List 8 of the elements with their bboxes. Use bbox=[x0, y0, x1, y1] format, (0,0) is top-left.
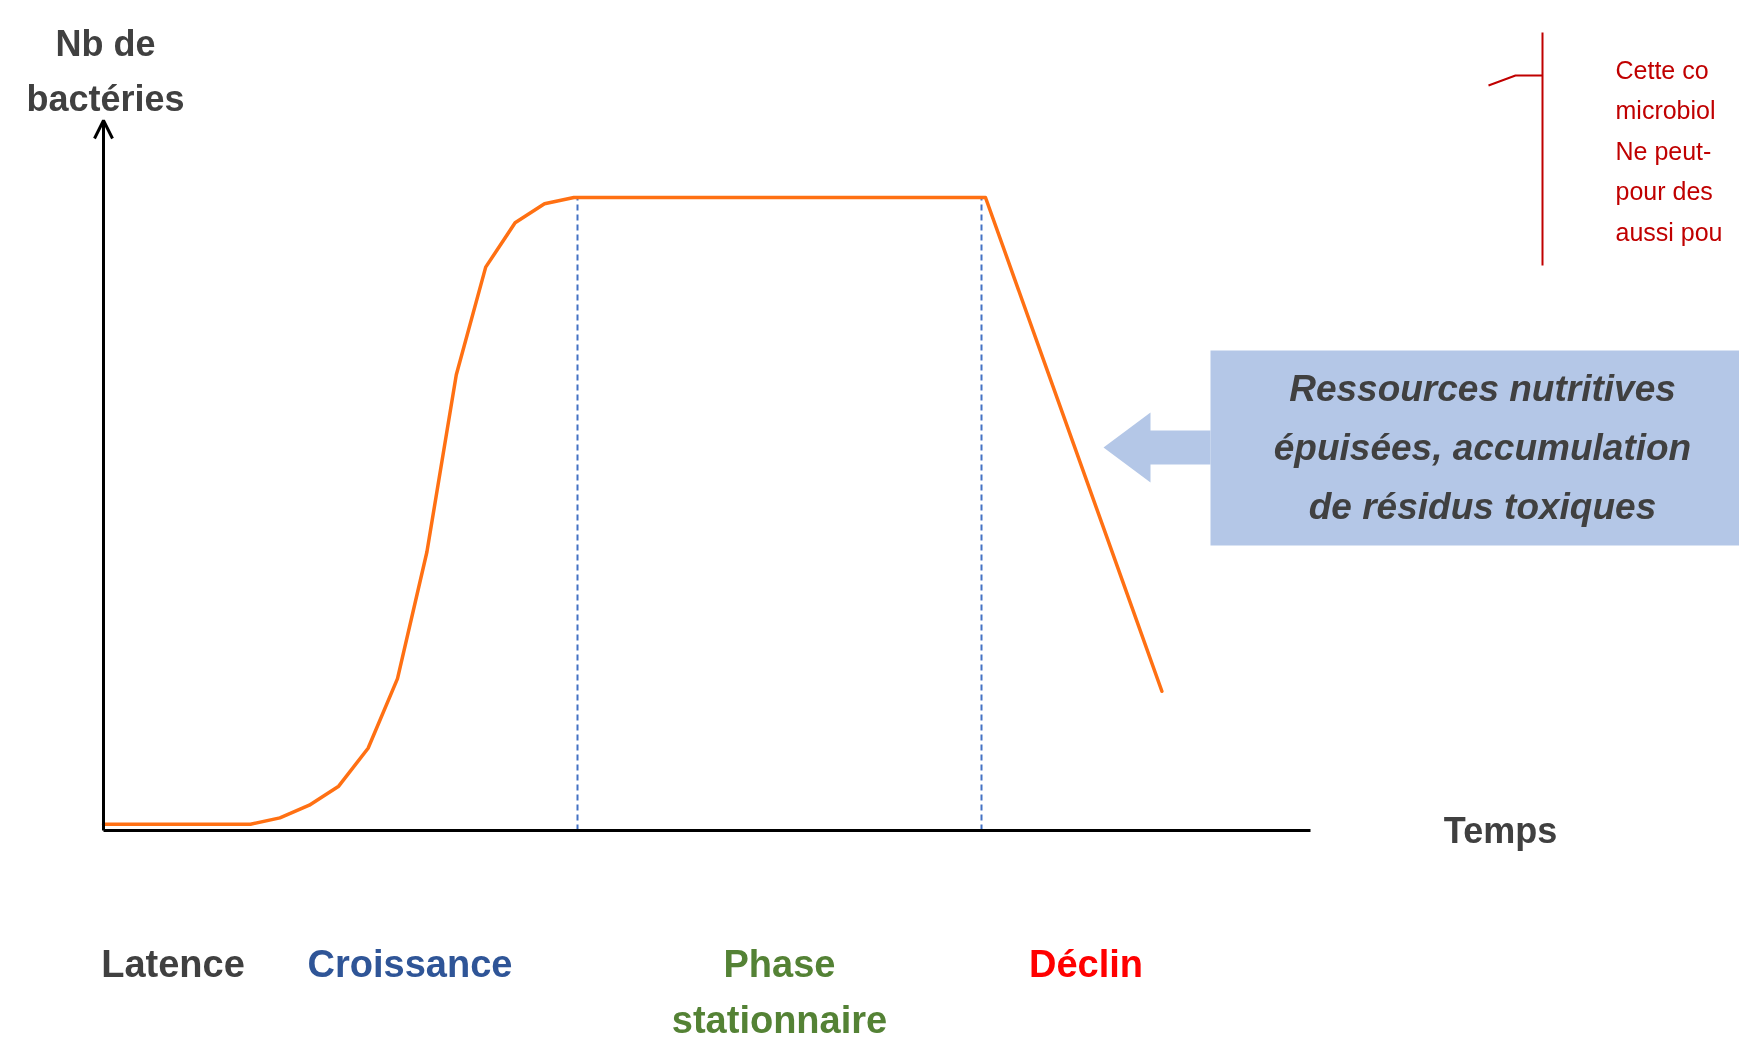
text: Latence bbox=[101, 942, 245, 985]
y-axis-title: Nb de bactéries bbox=[26, 22, 185, 119]
text: Phase stationnaire bbox=[671, 942, 888, 1042]
text: Déclin bbox=[1028, 942, 1144, 985]
text: Temps bbox=[1443, 810, 1558, 851]
text: Ressources nutritives épuisées, accumulation de résidus toxiques bbox=[1273, 367, 1692, 528]
text: Cette co microbiol Ne peut- pour des aussi pou bbox=[1615, 55, 1723, 246]
text: Croissance bbox=[307, 942, 513, 985]
